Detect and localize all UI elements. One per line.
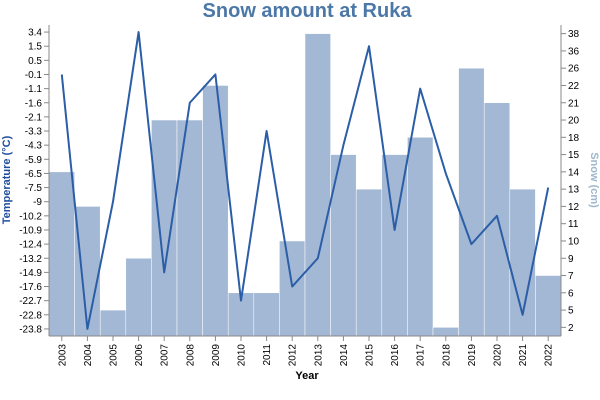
bars-layer — [48, 33, 562, 337]
x-tick-label: 2017 — [416, 344, 427, 367]
right-tick-label: 20 — [568, 116, 580, 127]
right-tick-label: 18 — [568, 133, 580, 144]
x-tick-label: 2014 — [339, 344, 350, 367]
x-tick-label: 2018 — [441, 344, 452, 367]
left-tick-label: -1.1 — [25, 84, 43, 95]
left-tick-label: -0.1 — [25, 70, 43, 81]
chart-title: Snow amount at Ruka — [203, 0, 413, 22]
left-tick-label: -5.9 — [25, 155, 43, 166]
right-tick-label: 2 — [568, 323, 574, 334]
left-tick-label: -2.1 — [25, 112, 43, 123]
x-tick-label: 2019 — [467, 344, 478, 367]
x-tick-label: 2022 — [544, 344, 555, 367]
x-axis-title: Year — [295, 370, 319, 382]
left-tick-label: -6.5 — [25, 169, 43, 180]
left-tick-label: -10.2 — [19, 211, 42, 222]
snow-bar — [279, 240, 306, 337]
snow-bar — [407, 137, 434, 337]
right-axis: 38 36 26 22 21 20 18 15 14 13 12 11 10 9 7 6 5 2 — [560, 25, 580, 336]
snow-bar — [304, 33, 331, 337]
right-tick-label: 15 — [568, 150, 580, 161]
right-tick-label: 26 — [568, 64, 580, 75]
x-tick-label: 2012 — [288, 344, 299, 367]
snow-bar — [535, 275, 562, 337]
temperature-line — [60, 31, 550, 330]
left-tick-label: -23.8 — [19, 324, 42, 335]
x-tick-label: 2007 — [160, 344, 171, 367]
snow-bar — [253, 292, 280, 337]
snow-bar — [458, 67, 485, 337]
x-tick-label: 2013 — [313, 344, 324, 367]
right-tick-label: 5 — [568, 306, 574, 317]
right-axis-title: Snow (cm) — [588, 152, 600, 208]
left-tick-label: -17.6 — [19, 282, 42, 293]
left-tick-label: -10.9 — [19, 225, 42, 236]
right-tick-label: 11 — [568, 219, 579, 230]
x-tick-label: 2008 — [185, 344, 196, 367]
right-tick-label: 36 — [568, 46, 580, 57]
snow-bar — [151, 119, 178, 337]
left-tick-label: -9 — [33, 197, 42, 208]
right-tick-label: 6 — [568, 288, 574, 299]
left-tick-label: -3.3 — [25, 127, 43, 138]
left-tick-label: 3.4 — [28, 28, 42, 39]
left-tick-label: -14.9 — [19, 268, 42, 279]
left-tick-label: -22.7 — [19, 296, 42, 307]
right-tick-label: 21 — [568, 98, 580, 109]
snow-bar — [355, 188, 383, 337]
left-tick-label: -1.6 — [25, 98, 43, 109]
x-tick-label: 2015 — [365, 344, 376, 367]
snow-bar — [99, 309, 127, 337]
snow-bar — [432, 327, 459, 337]
x-tick-label: 2006 — [134, 344, 145, 367]
right-tick-label: 10 — [568, 236, 580, 247]
x-tick-label: 2003 — [57, 344, 68, 367]
right-tick-label: 13 — [568, 185, 580, 196]
snow-bar — [125, 258, 152, 337]
left-axis-title: Temperature (°C) — [1, 135, 13, 224]
snow-bar — [48, 171, 75, 337]
x-tick-label: 2004 — [83, 344, 94, 367]
left-tick-label: -12.4 — [19, 240, 42, 251]
left-tick-label: -13.2 — [19, 254, 42, 265]
snow-bar — [176, 119, 203, 337]
right-tick-label: 12 — [568, 202, 580, 213]
left-tick-label: -22.8 — [19, 310, 42, 321]
x-tick-label: 2010 — [237, 344, 248, 367]
x-axis: 2003 2004 2005 2006 2007 2008 2009 2010 2011 2012… — [49, 335, 561, 367]
left-tick-label: 0.5 — [28, 56, 42, 67]
right-tick-label: 38 — [568, 29, 580, 40]
left-tick-label: 1.5 — [28, 42, 42, 53]
left-tick-label: -7.5 — [25, 183, 43, 194]
x-tick-label: 2021 — [518, 344, 529, 367]
snow-bar — [202, 85, 229, 337]
left-tick-label: -4.3 — [25, 141, 43, 152]
x-tick-label: 2011 — [262, 344, 273, 366]
line-layer — [60, 31, 550, 330]
right-tick-label: 14 — [568, 167, 580, 178]
right-tick-label: 7 — [568, 271, 574, 282]
x-tick-label: 2009 — [211, 344, 222, 367]
x-tick-label: 2005 — [109, 344, 120, 367]
x-tick-label: 2020 — [493, 344, 504, 367]
right-tick-label: 22 — [568, 81, 580, 92]
left-axis: 3.4 1.5 0.5 -0.1 -1.1 -1.6 -2.1 -3.3 -4.3 -5.9 -6.… — [19, 25, 50, 336]
right-tick-label: 9 — [568, 254, 574, 265]
x-tick-label: 2016 — [390, 344, 401, 367]
snow-bar — [74, 206, 101, 337]
